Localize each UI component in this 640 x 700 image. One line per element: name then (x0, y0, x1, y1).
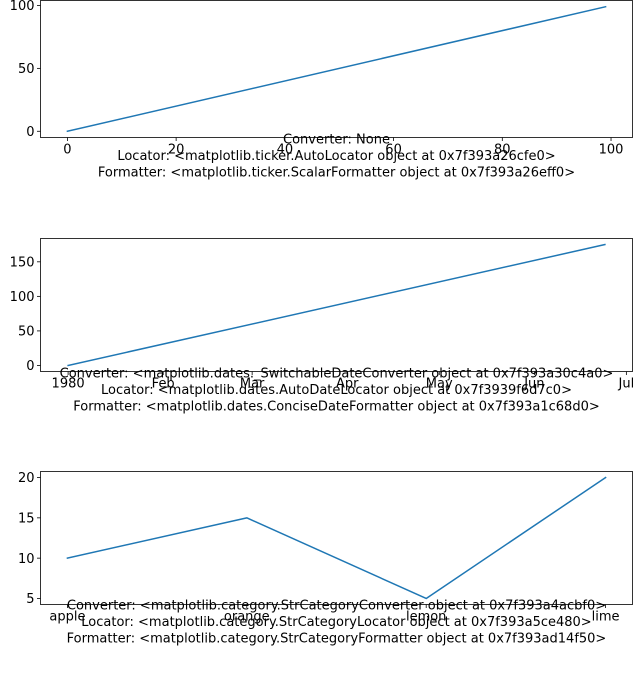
x-tick-label: 60 (385, 143, 402, 158)
x-tick-label: 1980 (52, 377, 85, 392)
y-tick-label: 100 (10, 290, 35, 305)
x-axis-label-line: Converter: <matplotlib.dates._Switchable… (60, 367, 614, 382)
x-tick-label: orange (224, 610, 270, 625)
subplot-dates: 1980 Feb Mar Apr May Jun Jul 0 50 100 150 Converter… (10, 238, 635, 415)
x-tick-label: 20 (168, 143, 185, 158)
x-tick-label: apple (49, 610, 85, 625)
x-tick-label: lemon (406, 610, 446, 625)
y-tick-label: 50 (18, 62, 35, 77)
y-tick-label: 150 (10, 255, 35, 270)
axes-frame (40, 471, 633, 605)
x-axis-label-line: Locator: <matplotlib.category.StrCategor… (81, 615, 591, 630)
x-axis-label-line: Locator: <matplotlib.dates.AutoDateLocat… (101, 383, 572, 398)
series-line (67, 243, 606, 367)
x-tick-label: 100 (599, 143, 624, 158)
axes-frame (40, 238, 633, 372)
x-tick-label: 80 (494, 143, 511, 158)
y-tick-label: 10 (18, 552, 35, 567)
subplot-numeric: 0 20 40 60 80 100 0 50 100 Converter: NoneLocator… (10, 0, 633, 181)
x-axis-label-line: Formatter: <matplotlib.dates.ConciseDate… (73, 400, 600, 415)
y-tick-label: 15 (18, 511, 35, 526)
x-tick-label: Apr (336, 377, 359, 392)
x-tick-label: Feb (152, 377, 175, 392)
x-tick-label: lime (592, 610, 620, 625)
x-tick-label: Mar (240, 377, 265, 392)
series-line (66, 5, 607, 133)
x-axis-label-line: Locator: <matplotlib.ticker.AutoLocator … (117, 149, 555, 164)
x-axis-label-line: Formatter: <matplotlib.ticker.ScalarForm… (98, 166, 575, 181)
axes-frame (40, 0, 633, 138)
y-tick-label: 5 (26, 592, 34, 607)
y-tick-label: 20 (18, 471, 35, 486)
series-line (66, 476, 607, 600)
y-tick-label: 50 (18, 325, 35, 340)
subplot-categorical: apple orange lemon lime 5 10 15 20 Converter: <m… (18, 471, 633, 647)
y-tick-label: 0 (26, 359, 34, 374)
x-tick-label: May (426, 377, 453, 392)
x-tick-label: Jul (618, 377, 635, 392)
x-tick-label: Jun (523, 377, 544, 392)
x-tick-label: 0 (63, 143, 71, 158)
x-axis-label-line: Formatter: <matplotlib.category.StrCateg… (67, 632, 607, 647)
y-tick-label: 100 (10, 0, 35, 14)
x-tick-label: 40 (277, 143, 294, 158)
x-axis-label-line: Converter: None (283, 133, 390, 148)
x-axis-label-line: Converter: <matplotlib.category.StrCateg… (67, 599, 606, 614)
y-tick-label: 0 (26, 125, 34, 140)
